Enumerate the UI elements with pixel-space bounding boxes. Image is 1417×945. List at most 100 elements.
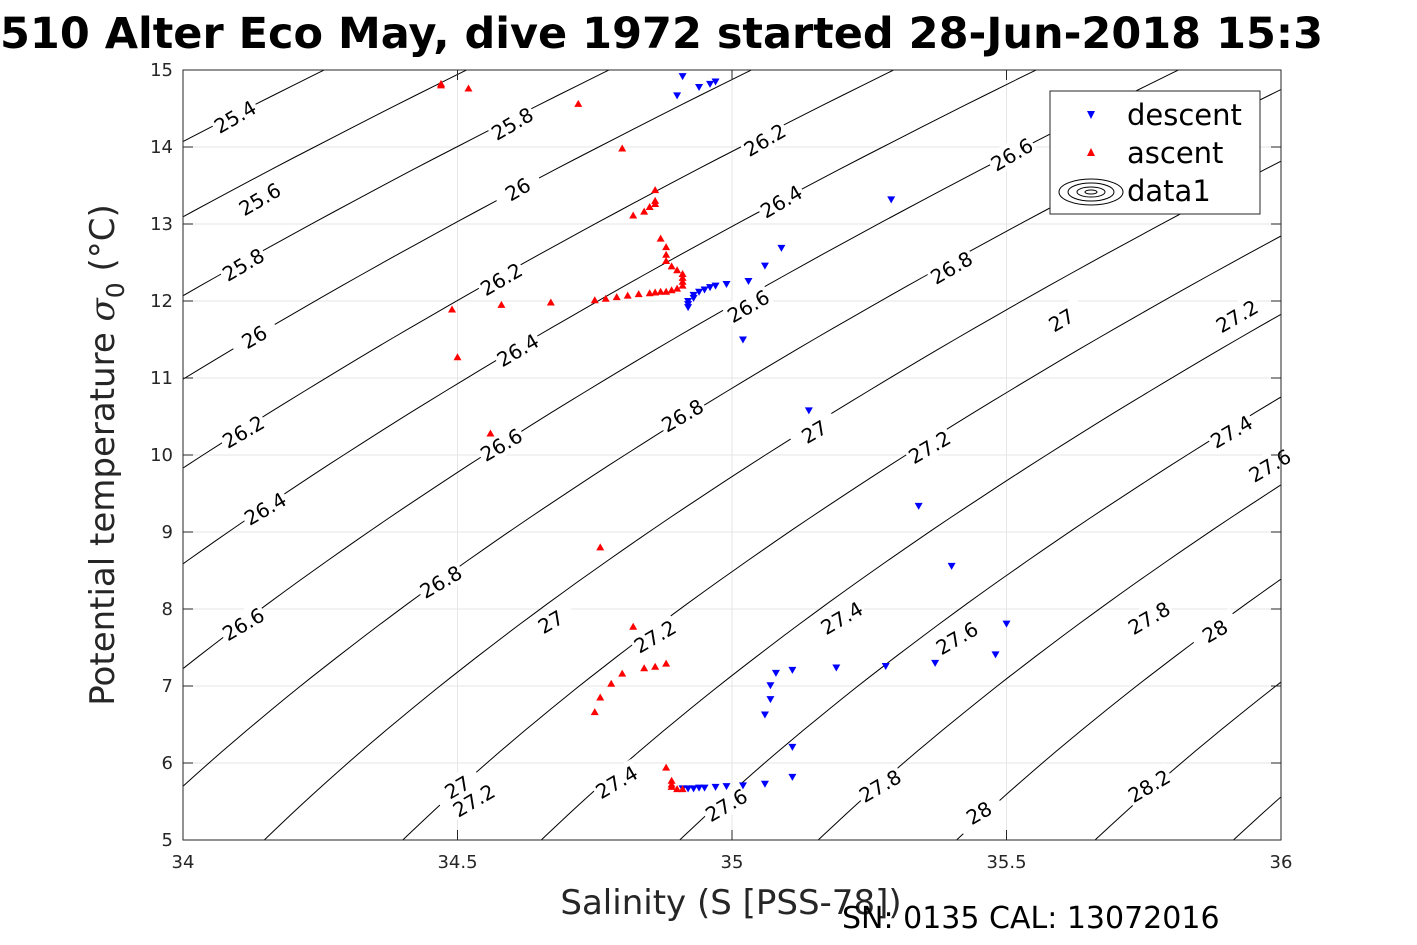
- descent-point: [711, 783, 720, 791]
- contour-label-bg: [1209, 293, 1264, 339]
- contour-label-bg: [216, 241, 270, 287]
- contour-label: 28: [951, 789, 1006, 835]
- contour-label-bg: [227, 313, 281, 359]
- descent-point: [706, 80, 715, 88]
- y-axis-label-symbol: σ: [83, 297, 123, 321]
- density-contour: [955, 578, 1281, 840]
- descent-point: [722, 783, 731, 791]
- ascent-point: [601, 294, 610, 302]
- ascent-point: [497, 300, 506, 308]
- density-contour: [183, 70, 468, 218]
- ascent-point: [640, 207, 649, 215]
- ascent-point: [673, 284, 682, 292]
- serial-calibration-text: SN: 0135 CAL: 13072016: [842, 901, 1220, 936]
- contour-label-bg: [1121, 762, 1176, 808]
- ascent-point: [678, 785, 687, 793]
- ascent-point: [645, 203, 654, 211]
- contour-label-bg: [951, 789, 1006, 835]
- density-contour: [678, 396, 1281, 840]
- descent-point: [673, 92, 682, 100]
- contour-label-bg: [787, 408, 841, 454]
- descent-point: [788, 743, 797, 751]
- contour-label-bg: [737, 116, 792, 162]
- ascent-point: [667, 262, 676, 270]
- descent-point: [760, 780, 769, 788]
- ascent-point: [453, 353, 462, 361]
- contour-label-bg: [754, 178, 808, 224]
- descent-point: [695, 83, 704, 91]
- contour-label-bg: [924, 244, 978, 290]
- ascent-point: [486, 429, 495, 437]
- ascent-point: [629, 622, 638, 630]
- y-tick-label: 10: [150, 445, 173, 466]
- descent-point: [678, 73, 687, 81]
- contour-label-bg: [814, 594, 869, 640]
- ascent-point: [656, 287, 665, 295]
- ascent-point: [640, 664, 649, 672]
- ascent-point: [437, 81, 446, 89]
- ascent-point: [546, 298, 555, 306]
- contour-label-bg: [430, 764, 484, 810]
- ascent-point: [662, 287, 671, 295]
- descent-point: [766, 696, 775, 704]
- ascent-point: [634, 290, 643, 298]
- ascent-point: [651, 186, 660, 194]
- ascent-point: [667, 286, 676, 294]
- contour-label-bg: [1187, 607, 1242, 653]
- descent-point: [947, 562, 956, 570]
- contour-label-bg: [929, 614, 984, 660]
- y-tick-label: 9: [162, 522, 173, 543]
- y-tick-label: 14: [150, 137, 173, 158]
- y-tick-label: 5: [162, 830, 173, 851]
- x-axis-ticks: 34 34.5 35 35.5 36: [172, 70, 1293, 873]
- ascent-point: [662, 250, 671, 258]
- legend: descent ascent data1: [1049, 90, 1261, 215]
- x-tick-label: 34.5: [437, 852, 477, 873]
- density-contour: [183, 70, 895, 469]
- descent-point: [744, 277, 753, 285]
- descent-point: [788, 666, 797, 674]
- y-tick-label: 13: [150, 214, 173, 235]
- contour-label-bg: [699, 782, 753, 828]
- contour-label-bg: [474, 421, 528, 467]
- descent-point: [887, 196, 896, 204]
- y-tick-label: 7: [162, 676, 173, 697]
- descent-point: [695, 288, 704, 296]
- contour-label-bg: [216, 601, 270, 647]
- ascent-point: [590, 708, 599, 716]
- y-axis-label-main: Potential temperature: [83, 321, 123, 705]
- ascent-point: [645, 289, 654, 297]
- y-axis-ticks: 5 6 7 8 9 10 11 12 13 14 15: [150, 60, 1281, 851]
- ascent-point: [612, 293, 621, 301]
- y-axis-label-subscript: 0: [101, 282, 130, 298]
- contour-label-bg: [721, 283, 775, 329]
- chart-title: 510 Alter Eco May, dive 1972 started 28-…: [0, 9, 1323, 59]
- contour-label-bg: [627, 613, 682, 659]
- ascent-point: [673, 785, 682, 793]
- ascent-point: [678, 273, 687, 281]
- ascent-point: [678, 277, 687, 285]
- data-points: [437, 73, 1011, 793]
- descent-point: [700, 286, 709, 294]
- y-axis-label-unit: (°C): [83, 204, 123, 282]
- legend-marker-ascent: [1087, 148, 1095, 156]
- ascent-point: [464, 84, 473, 92]
- legend-marker-data1: [1058, 178, 1124, 206]
- contour-label-bg: [207, 93, 262, 139]
- descent-point: [766, 682, 775, 690]
- x-axis-label: Salinity (S [PSS-78]): [560, 883, 901, 923]
- contour-label-bg: [1121, 594, 1176, 640]
- density-contour: [183, 70, 1038, 565]
- x-tick-label: 36: [1270, 852, 1293, 873]
- ascent-point: [651, 199, 660, 207]
- descent-point: [1002, 620, 1011, 628]
- descent-point: [777, 244, 786, 252]
- contour-label-bg: [474, 256, 528, 302]
- y-tick-label: 11: [150, 368, 173, 389]
- grid: [182, 69, 1282, 841]
- descent-point: [695, 784, 704, 792]
- density-contour: [817, 484, 1281, 840]
- y-tick-label: 6: [162, 753, 173, 774]
- ascent-point: [673, 266, 682, 274]
